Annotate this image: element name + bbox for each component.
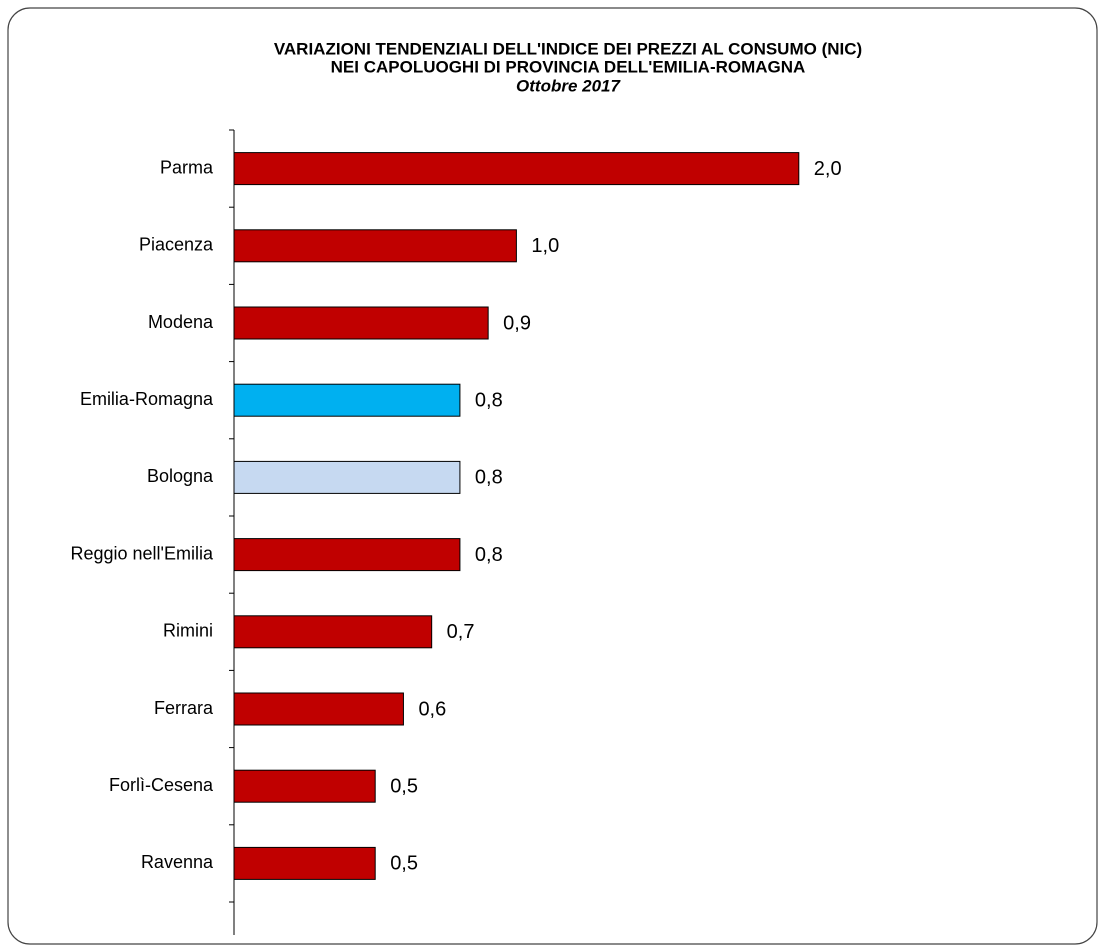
- value-label: 0,8: [475, 544, 503, 566]
- y-tick-label: Ferrara: [154, 698, 214, 718]
- y-tick-label: Emilia-Romagna: [80, 389, 214, 409]
- bar: [233, 846, 376, 880]
- value-label: 2,0: [814, 158, 842, 180]
- bar: [233, 306, 489, 340]
- bar: [233, 152, 800, 186]
- bar: [233, 538, 461, 572]
- y-tick-label: Ravenna: [141, 852, 214, 872]
- chart-subtitle: Ottobre 2017: [516, 76, 621, 95]
- value-label: 0,5: [390, 853, 418, 875]
- chart-title: VARIAZIONI TENDENZIALI DELL'INDICE DEI P…: [274, 39, 862, 58]
- y-tick-label: Modena: [148, 312, 214, 332]
- value-label: 0,8: [475, 389, 503, 411]
- chart-title: NEI CAPOLUOGHI DI PROVINCIA DELL'EMILIA-…: [331, 57, 806, 76]
- y-tick-label: Bologna: [147, 466, 214, 486]
- value-label: 0,6: [418, 698, 446, 720]
- bar: [233, 460, 461, 494]
- bar: [233, 615, 433, 649]
- value-label: 0,5: [390, 775, 418, 797]
- bar: [233, 692, 404, 726]
- value-label: 0,7: [447, 621, 475, 643]
- bar: [233, 383, 461, 417]
- value-label: 1,0: [531, 235, 559, 257]
- value-label: 0,9: [503, 312, 531, 334]
- y-tick-label: Forlì-Cesena: [109, 775, 214, 795]
- y-tick-label: Parma: [160, 157, 214, 177]
- bar: [233, 229, 517, 263]
- value-label: 0,8: [475, 467, 503, 489]
- y-tick-label: Reggio nell'Emilia: [70, 543, 213, 563]
- y-tick-label: Rimini: [163, 621, 213, 641]
- y-tick-label: Piacenza: [139, 235, 214, 255]
- bar: [233, 769, 376, 803]
